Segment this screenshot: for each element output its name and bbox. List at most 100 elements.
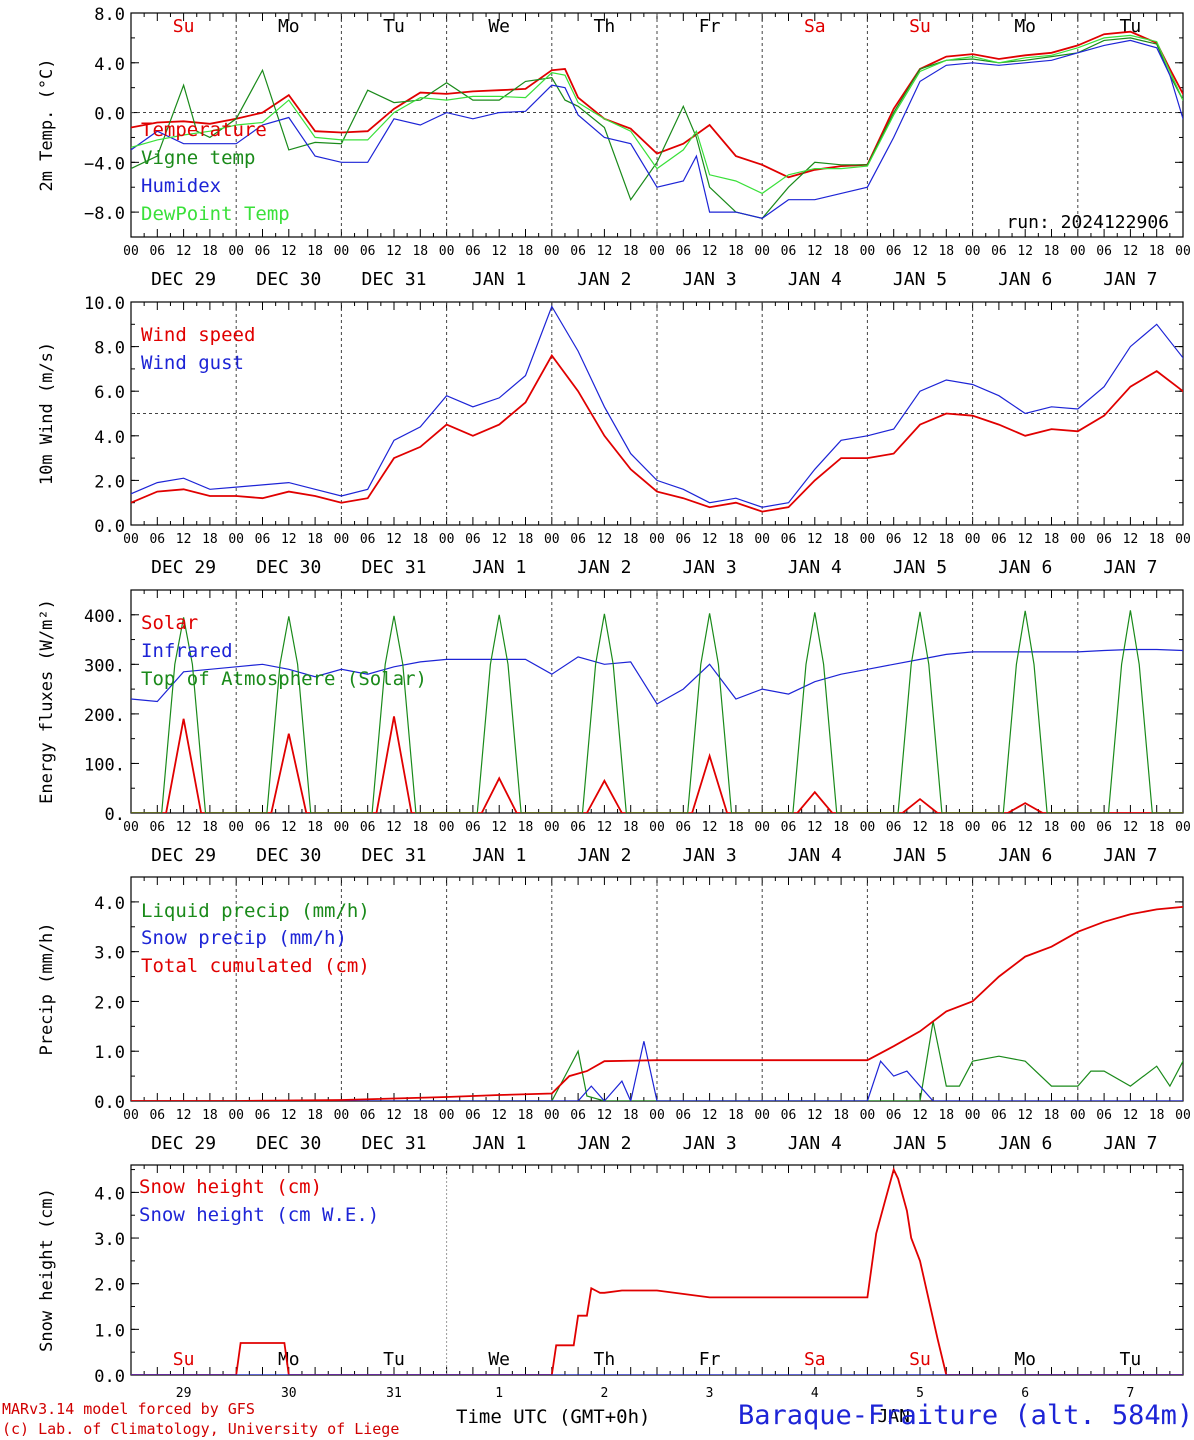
x-hour-label: 00: [860, 244, 876, 259]
x-hour-label: 06: [675, 1108, 691, 1123]
x-day-number: 6: [1021, 1386, 1029, 1401]
x-date-label: DEC 31: [361, 845, 426, 866]
x-date-label: JAN 4: [788, 845, 842, 866]
weekday-label: Su: [173, 16, 195, 37]
x-hour-label: 00: [228, 820, 244, 835]
x-hour-label: 00: [228, 532, 244, 547]
x-hour-label: 12: [702, 1108, 718, 1123]
x-date-label: DEC 29: [151, 269, 216, 290]
x-hour-label: 06: [149, 1108, 165, 1123]
x-hour-label: 18: [833, 244, 849, 259]
series-line-dewpoint-temp: [131, 34, 1183, 195]
x-hour-label: 18: [518, 532, 534, 547]
weekday-label: Mo: [1014, 16, 1036, 37]
x-hour-label: 00: [1070, 820, 1086, 835]
x-date-label: JAN 3: [683, 1133, 737, 1154]
x-hour-label: 12: [176, 1108, 192, 1123]
x-hour-label: 12: [912, 1108, 928, 1123]
x-hour-label: 00: [860, 1108, 876, 1123]
x-hour-label: 12: [597, 1108, 613, 1123]
x-hour-label: 00: [439, 532, 455, 547]
x-date-label: JAN 2: [577, 845, 631, 866]
x-hour-label: 06: [675, 532, 691, 547]
x-hour-label: 00: [123, 244, 139, 259]
x-hour-label: 00: [965, 244, 981, 259]
weekday-label: Tu: [383, 1349, 405, 1370]
x-date-label: JAN 5: [893, 845, 947, 866]
x-hour-label: 12: [912, 820, 928, 835]
x-hour-label: 12: [807, 820, 823, 835]
footer-copyright: (c) Lab. of Climatology, University of L…: [2, 1420, 400, 1438]
y-axis-label: Energy fluxes (W/m²): [37, 599, 57, 804]
x-hour-label: 06: [675, 244, 691, 259]
x-hour-label: 00: [334, 532, 350, 547]
y-tick-label: 1.0: [94, 1321, 125, 1341]
y-tick-label: 400.: [84, 607, 125, 627]
legend-entry: Total cumulated (cm): [141, 955, 370, 977]
series-line-total-cumulated-cm-: [131, 905, 1183, 1101]
x-hour-label: 12: [702, 820, 718, 835]
x-date-label: JAN 6: [998, 269, 1052, 290]
y-tick-label: 2.0: [94, 993, 125, 1013]
panel-energy: 0. 100. 200. 300. 400. Energy fluxes (W/m²) 00…: [37, 589, 1191, 866]
x-hour-label: 12: [491, 1108, 507, 1123]
x-hour-label: 12: [386, 1108, 402, 1123]
x-hour-label: 00: [649, 1108, 665, 1123]
x-hour-label: 00: [544, 532, 560, 547]
x-hour-label: 00: [754, 244, 770, 259]
x-hour-label: 00: [123, 820, 139, 835]
x-hour-label: 18: [1044, 532, 1060, 547]
y-tick-label: 2.0: [94, 1276, 125, 1296]
legend-entry: Snow height (cm): [139, 1176, 322, 1198]
x-hour-label: 00: [754, 532, 770, 547]
x-date-label: JAN 6: [998, 557, 1052, 578]
y-tick-label: 1.0: [94, 1043, 125, 1063]
x-hour-label: 06: [465, 532, 481, 547]
y-axis-label: 10m Wind (m/s): [37, 342, 57, 485]
x-hour-label: 06: [465, 1108, 481, 1123]
legend-entry: Snow height (cm W.E.): [139, 1204, 379, 1226]
x-hour-label: 06: [255, 244, 271, 259]
x-hour-label: 12: [386, 244, 402, 259]
weekday-label: Th: [594, 1349, 616, 1370]
x-hour-label: 00: [544, 820, 560, 835]
x-hour-label: 00: [439, 820, 455, 835]
x-hour-label: 18: [202, 820, 218, 835]
x-hour-label: 06: [149, 820, 165, 835]
y-tick-label: 3.0: [94, 944, 125, 964]
x-day-number: 7: [1126, 1386, 1134, 1401]
panel-precip: 0.0 1.0 2.0 3.0 4.0 Precip (mm/h) 00 06 12 18 DEC …: [37, 876, 1191, 1154]
x-hour-label: 12: [1123, 532, 1139, 547]
x-date-label: JAN 3: [683, 845, 737, 866]
legend-entry: Vigne temp: [141, 147, 255, 169]
x-hour-label: 06: [781, 244, 797, 259]
series-line-liquid-precip-mm-h-: [131, 1021, 1183, 1101]
x-date-label: JAN 1: [472, 557, 526, 578]
x-hour-label: 12: [1123, 820, 1139, 835]
x-hour-label: 06: [781, 532, 797, 547]
x-hour-label: 18: [307, 244, 323, 259]
x-hour-label: 12: [281, 1108, 297, 1123]
weekday-label: Mo: [278, 16, 300, 37]
weekday-label: Mo: [278, 1349, 300, 1370]
x-hour-label: 18: [938, 1108, 954, 1123]
station-title: Baraque-Fraiture (alt. 584m): [738, 1400, 1194, 1431]
x-hour-label: 18: [307, 1108, 323, 1123]
x-hour-label: 12: [597, 244, 613, 259]
x-hour-label: 06: [1096, 1108, 1112, 1123]
x-hour-label: 00: [754, 1108, 770, 1123]
x-hour-label: 18: [1149, 820, 1165, 835]
panel-wind: 0.0 2.0 4.0 6.0 8.0 10.0 10m Wind (m/s) 00 06 12 1…: [37, 294, 1191, 578]
x-date-label: DEC 31: [361, 557, 426, 578]
x-hour-label: 06: [255, 532, 271, 547]
x-hour-label: 00: [1070, 244, 1086, 259]
x-day-number: 3: [706, 1386, 714, 1401]
x-hour-label: 06: [886, 1108, 902, 1123]
x-month-label: JAN: [877, 1406, 910, 1427]
x-hour-label: 06: [149, 532, 165, 547]
x-hour-label: 06: [360, 244, 376, 259]
weekday-label: We: [488, 1349, 510, 1370]
run-label: run: 2024122906: [1006, 212, 1169, 233]
x-day-number: 31: [386, 1386, 402, 1401]
x-hour-label: 12: [281, 532, 297, 547]
